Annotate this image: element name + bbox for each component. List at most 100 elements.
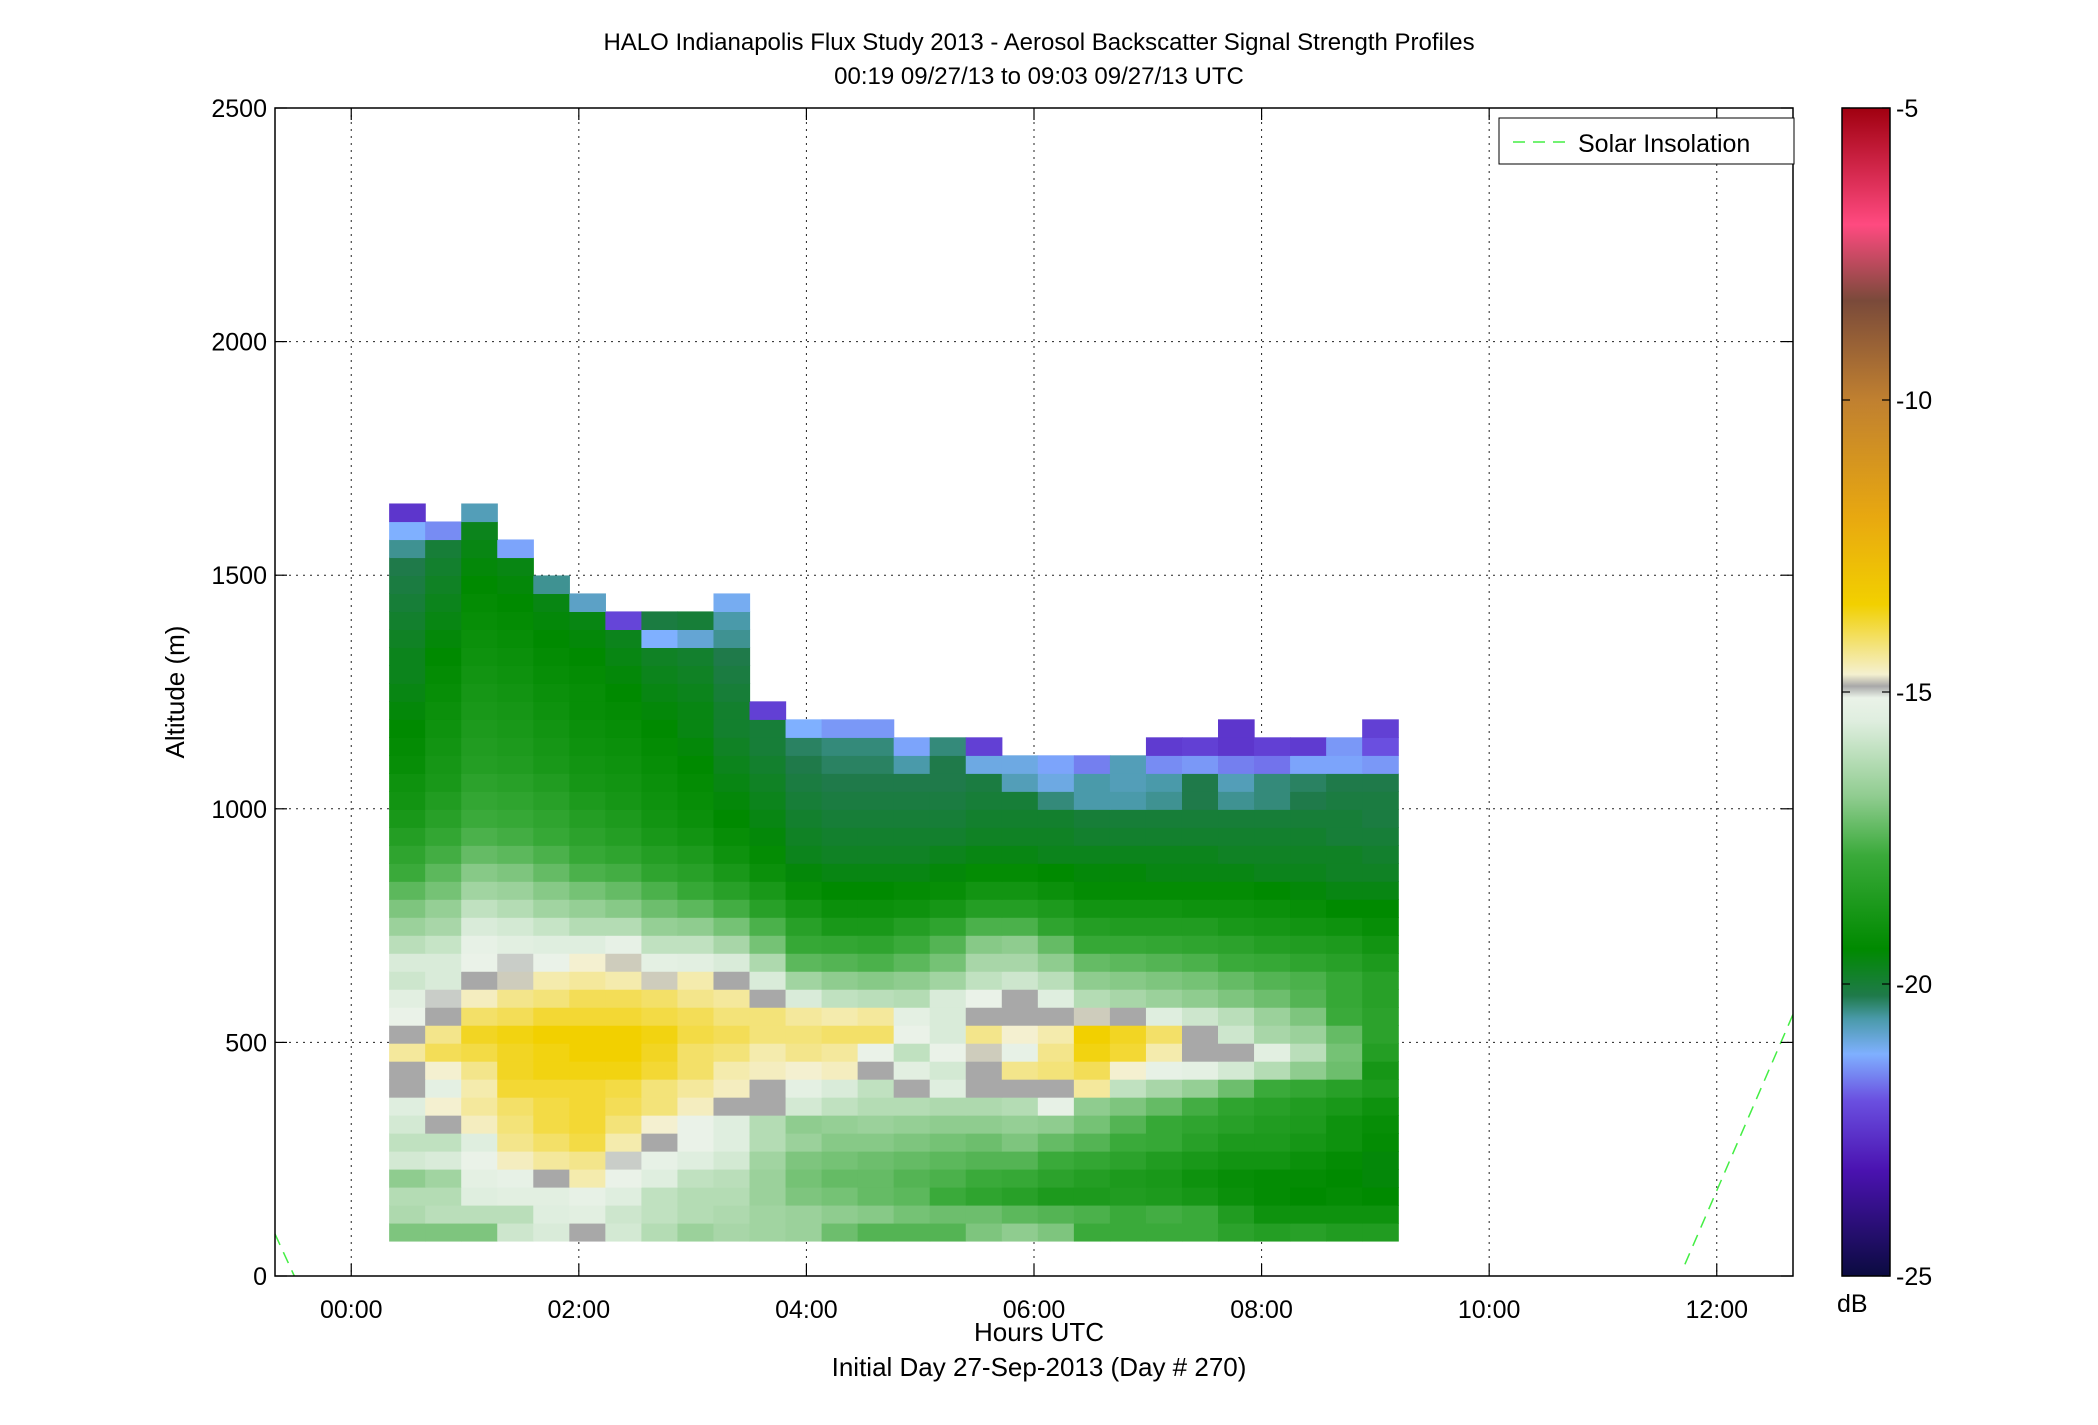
heatmap-cell bbox=[965, 1151, 1003, 1170]
heatmap-cell bbox=[497, 863, 534, 882]
heatmap-cell bbox=[1254, 791, 1291, 810]
heatmap-cell bbox=[1362, 935, 1399, 954]
heatmap-cell bbox=[893, 1133, 931, 1152]
heatmap-cell bbox=[821, 971, 859, 990]
heatmap-cell bbox=[641, 1169, 679, 1188]
heatmap-cell bbox=[1218, 1169, 1255, 1188]
heatmap-cell bbox=[425, 917, 462, 936]
heatmap-cell bbox=[533, 881, 570, 900]
heatmap-cell bbox=[533, 611, 570, 630]
heatmap-cell bbox=[1181, 1115, 1219, 1134]
heatmap-cell bbox=[1290, 1043, 1327, 1062]
heatmap-cell bbox=[713, 647, 751, 666]
heatmap-cell bbox=[641, 647, 679, 666]
heatmap-cell bbox=[605, 647, 642, 666]
heatmap-cell bbox=[1001, 791, 1039, 810]
heatmap-cell bbox=[1254, 953, 1291, 972]
heatmap-cell bbox=[1145, 1115, 1183, 1134]
heatmap-cell bbox=[461, 881, 498, 900]
heatmap-cell bbox=[1218, 881, 1255, 900]
legend-box bbox=[1498, 117, 1795, 165]
heatmap-cell bbox=[1290, 1169, 1327, 1188]
heatmap-cell bbox=[533, 1025, 570, 1044]
x-tick-label: 02:00 bbox=[548, 1296, 611, 1324]
heatmap-cell bbox=[1326, 1007, 1363, 1026]
heatmap-cell bbox=[965, 827, 1003, 846]
heatmap-cell bbox=[1001, 881, 1039, 900]
heatmap-cell bbox=[389, 1187, 426, 1206]
heatmap-cell bbox=[965, 953, 1003, 972]
x-axis-sublabel: Initial Day 27-Sep-2013 (Day # 270) bbox=[832, 1352, 1247, 1382]
heatmap-cell bbox=[1145, 773, 1183, 792]
heatmap-cell bbox=[1326, 791, 1363, 810]
heatmap-cell bbox=[749, 1043, 787, 1062]
heatmap-cell bbox=[389, 1043, 426, 1062]
heatmap-cell bbox=[713, 1007, 751, 1026]
heatmap-cell bbox=[785, 791, 823, 810]
heatmap-cell bbox=[1326, 1133, 1363, 1152]
heatmap-cell bbox=[1001, 863, 1039, 882]
heatmap-cell bbox=[1181, 755, 1219, 774]
heatmap-cell bbox=[677, 647, 715, 666]
heatmap-cell bbox=[497, 665, 534, 684]
heatmap-cell bbox=[1181, 1061, 1219, 1080]
heatmap-cell bbox=[677, 863, 715, 882]
heatmap-cell bbox=[785, 1187, 823, 1206]
heatmap-cell bbox=[1362, 899, 1399, 918]
heatmap-cell bbox=[857, 1097, 895, 1116]
heatmap-cell bbox=[605, 1025, 642, 1044]
heatmap-cell bbox=[641, 863, 679, 882]
heatmap-cell bbox=[1290, 899, 1327, 918]
heatmap-cell bbox=[893, 827, 931, 846]
heatmap-cell bbox=[497, 719, 534, 738]
heatmap-cell bbox=[641, 683, 679, 702]
heatmap-cell bbox=[425, 1115, 462, 1134]
heatmap-cell bbox=[389, 1061, 426, 1080]
heatmap-cell bbox=[1037, 935, 1075, 954]
heatmap-cell bbox=[569, 1115, 606, 1134]
heatmap-cell bbox=[1145, 953, 1183, 972]
heatmap-cell bbox=[713, 1097, 751, 1116]
heatmap-cell bbox=[1001, 1079, 1039, 1098]
heatmap-cell bbox=[1181, 863, 1219, 882]
heatmap-cell bbox=[677, 1115, 715, 1134]
heatmap-cell bbox=[893, 1169, 931, 1188]
heatmap-cell bbox=[857, 1061, 895, 1080]
heatmap-cell bbox=[605, 1133, 642, 1152]
heatmap-cell bbox=[821, 989, 859, 1008]
heatmap-cell bbox=[1073, 845, 1111, 864]
heatmap-cell bbox=[1254, 1204, 1291, 1224]
heatmap-cell bbox=[1362, 1187, 1399, 1206]
heatmap-cell bbox=[605, 1222, 642, 1242]
heatmap-cell bbox=[713, 1169, 751, 1188]
colorbar-tick-label: -25 bbox=[1896, 1263, 1932, 1291]
heatmap-cell bbox=[569, 953, 606, 972]
heatmap-cell bbox=[425, 899, 462, 918]
heatmap-cell bbox=[641, 701, 679, 720]
heatmap-cell bbox=[1326, 1204, 1363, 1224]
heatmap-cell bbox=[821, 863, 859, 882]
heatmap-cell bbox=[785, 881, 823, 900]
heatmap-cell bbox=[569, 737, 606, 756]
heatmap-cell bbox=[1109, 845, 1147, 864]
heatmap-cell bbox=[785, 863, 823, 882]
heatmap-cell bbox=[893, 737, 931, 756]
heatmap-cell bbox=[497, 917, 534, 936]
heatmap-cell bbox=[965, 845, 1003, 864]
heatmap-cell bbox=[533, 755, 570, 774]
heatmap-cell bbox=[605, 953, 642, 972]
heatmap-cell bbox=[1326, 809, 1363, 828]
heatmap-cell bbox=[1326, 899, 1363, 918]
heatmap-cell bbox=[1290, 755, 1327, 774]
heatmap-cell bbox=[533, 737, 570, 756]
heatmap-cell bbox=[1109, 809, 1147, 828]
heatmap-cell bbox=[497, 593, 534, 613]
solar-insolation-lines bbox=[274, 1014, 1794, 1277]
chart-subtitle: 00:19 09/27/13 to 09:03 09/27/13 UTC bbox=[834, 63, 1244, 90]
heatmap-cell bbox=[965, 989, 1003, 1008]
heatmap-cell bbox=[641, 719, 679, 738]
heatmap-cell bbox=[1001, 935, 1039, 954]
heatmap-cell bbox=[893, 953, 931, 972]
heatmap-cell bbox=[677, 1079, 715, 1098]
heatmap-cell bbox=[497, 683, 534, 702]
